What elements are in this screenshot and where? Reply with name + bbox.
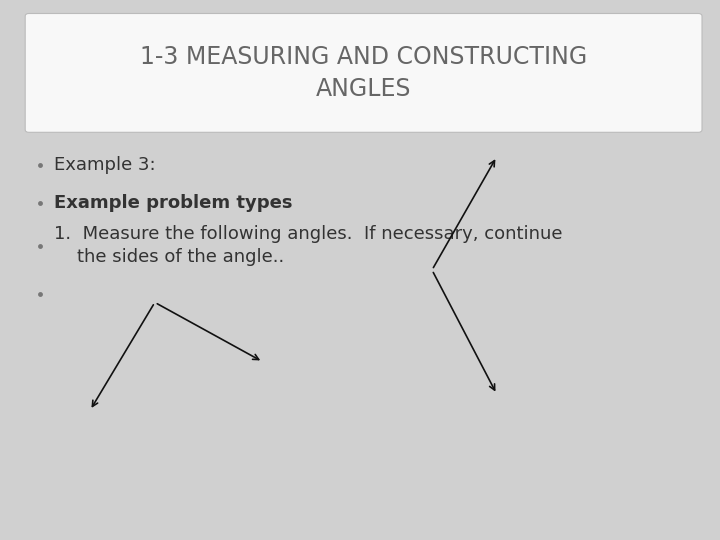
Text: Example 3:: Example 3: xyxy=(54,156,156,174)
Text: Example problem types: Example problem types xyxy=(54,193,292,212)
Text: 1-3 MEASURING AND CONSTRUCTING
ANGLES: 1-3 MEASURING AND CONSTRUCTING ANGLES xyxy=(140,45,588,100)
FancyBboxPatch shape xyxy=(25,14,702,132)
Text: 1.  Measure the following angles.  If necessary, continue
    the sides of the a: 1. Measure the following angles. If nece… xyxy=(54,225,562,267)
